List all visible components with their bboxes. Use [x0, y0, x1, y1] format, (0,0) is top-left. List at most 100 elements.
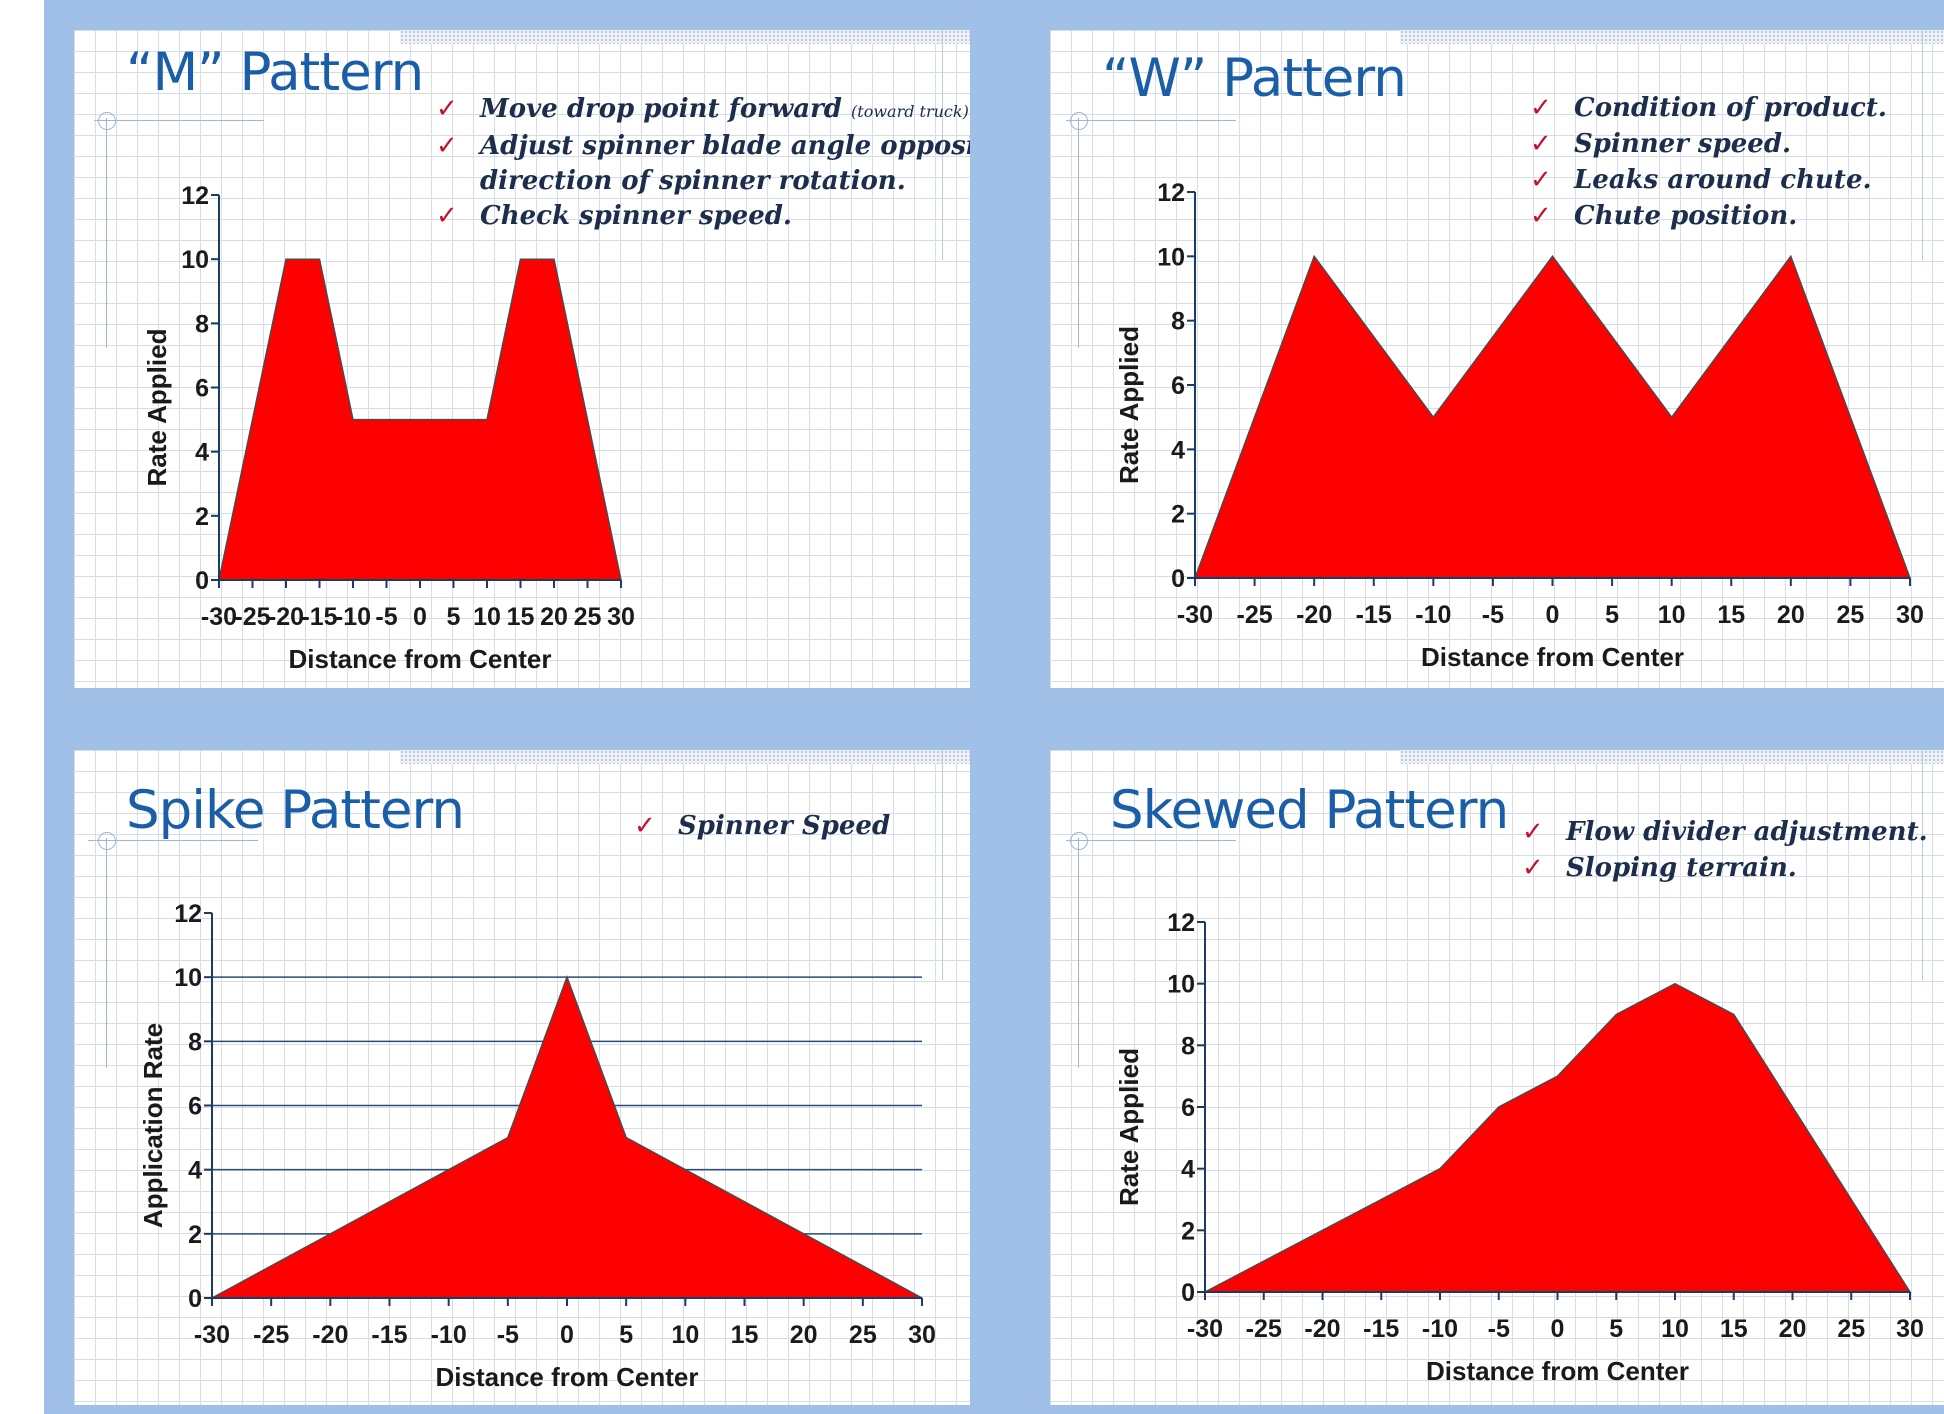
- panel-title: “W” Pattern: [1102, 48, 1407, 109]
- x-tick-label: 15: [507, 603, 535, 631]
- x-tick-label: 5: [1609, 1315, 1623, 1343]
- y-tick-label: 2: [188, 1221, 202, 1249]
- x-tick-label: -10: [1415, 601, 1451, 629]
- decorative-circle: [1070, 832, 1088, 850]
- decorative-line: [106, 838, 107, 1068]
- decorative-line: [106, 118, 107, 348]
- note-item: ✓ Sloping terrain.: [1522, 850, 1928, 886]
- x-tick-label: 20: [790, 1321, 818, 1349]
- y-axis-label: Application Rate: [138, 1023, 168, 1228]
- x-tick-label: -25: [1237, 601, 1273, 629]
- decorative-line: [942, 30, 943, 260]
- notes-list: ✓ Flow divider adjustment. ✓ Sloping terra…: [1522, 814, 1928, 886]
- x-tick-label: 15: [1717, 601, 1745, 629]
- panel-title: Spike Pattern: [126, 780, 465, 841]
- check-mark-icon: ✓: [1522, 853, 1544, 883]
- x-tick-label: -25: [234, 603, 270, 631]
- x-tick-label: -5: [375, 603, 397, 631]
- note-item: ✓ Adjust spinner blade angle opposite: [436, 129, 970, 164]
- note-item: ✓ Check spinner speed.: [436, 199, 970, 234]
- x-tick-label: 10: [671, 1321, 699, 1349]
- x-tick-label: 15: [731, 1321, 759, 1349]
- dot-pattern-strip: [1400, 750, 1944, 764]
- check-mark-icon: ✓: [436, 131, 458, 161]
- x-tick-label: 0: [1551, 1315, 1565, 1343]
- y-tick-label: 12: [181, 182, 209, 210]
- m-pattern-panel: “M” Pattern ✓ Move drop point forward (to…: [74, 30, 970, 688]
- x-tick-label: -10: [431, 1321, 467, 1349]
- x-tick-label: -30: [1177, 601, 1213, 629]
- note-item: ✓ Spinner Speed: [634, 808, 890, 844]
- note-item: ✓ Flow divider adjustment.: [1522, 814, 1928, 850]
- check-mark-icon: ✓: [1530, 129, 1552, 159]
- y-tick-label: 6: [1181, 1094, 1195, 1122]
- note-item: ✓ Spinner speed.: [1530, 126, 1887, 162]
- decorative-line: [1078, 118, 1079, 348]
- x-tick-label: -25: [253, 1321, 289, 1349]
- notes-list: ✓ Spinner Speed: [634, 808, 890, 844]
- x-tick-label: 10: [473, 603, 501, 631]
- x-tick-label: -10: [1422, 1315, 1458, 1343]
- y-tick-label: 10: [1167, 971, 1195, 999]
- y-tick-label: 0: [195, 567, 209, 595]
- decorative-line: [1922, 30, 1923, 260]
- note-item: ✓ Leaks around chute.: [1530, 162, 1887, 198]
- y-axis-label: Rate Applied: [142, 329, 172, 487]
- note-item: ✓ Condition of product.: [1530, 90, 1887, 126]
- x-tick-label: 0: [560, 1321, 574, 1349]
- y-tick-label: 12: [174, 900, 202, 928]
- spike-pattern-panel: Spike Pattern ✓ Spinner Speed 0 2 4 6 8 10 12 -3…: [74, 750, 970, 1405]
- y-tick-label: 0: [188, 1285, 202, 1313]
- panel-title: “M” Pattern: [126, 42, 424, 103]
- skewed-pattern-chart: 0 2 4 6 8 10 12 -30 -25 -20 -15 -10 -5 0 5 10 15 20 25 30 Di…: [1114, 909, 1924, 1386]
- x-axis-label: Distance from Center: [436, 1362, 699, 1392]
- spike-pattern-chart: 0 2 4 6 8 10 12 -30 -25 -20 -15 -10 -5 0 5 10 15 20 25 30 Di…: [138, 900, 936, 1392]
- x-tick-label: 5: [619, 1321, 633, 1349]
- x-axis-label: Distance from Center: [1426, 1356, 1689, 1386]
- check-mark-icon: ✓: [436, 94, 458, 124]
- y-tick-label: 0: [1181, 1279, 1195, 1307]
- y-tick-label: 8: [1171, 308, 1185, 336]
- x-tick-label: -20: [312, 1321, 348, 1349]
- x-tick-label: 10: [1661, 1315, 1689, 1343]
- check-mark-icon: ✓: [1522, 817, 1544, 847]
- y-tick-label: 12: [1157, 179, 1185, 207]
- x-tick-label: 30: [908, 1321, 936, 1349]
- notes-list: ✓ Condition of product. ✓ Spinner speed. ✓…: [1530, 90, 1887, 234]
- check-mark-icon: ✓: [1530, 93, 1552, 123]
- y-tick-label: 2: [1171, 501, 1185, 529]
- area-series: [211, 975, 923, 1299]
- x-tick-label: -20: [1304, 1315, 1340, 1343]
- y-tick-label: 10: [174, 964, 202, 992]
- area-series: [218, 258, 622, 581]
- w-pattern-chart: 0 2 4 6 8 10 12 -30 -25 -20 -15 -10 -5 0 5 10 15 20 25 30 Di…: [1114, 179, 1924, 672]
- y-tick-label: 2: [195, 503, 209, 531]
- x-tick-label: -10: [335, 603, 371, 631]
- x-tick-label: -5: [1482, 601, 1504, 629]
- decorative-circle: [1070, 112, 1088, 130]
- x-tick-label: 10: [1658, 601, 1686, 629]
- x-tick-label: 20: [1777, 601, 1805, 629]
- x-tick-label: 5: [1605, 601, 1619, 629]
- y-axis-label: Rate Applied: [1114, 326, 1144, 484]
- y-tick-label: 2: [1181, 1217, 1195, 1245]
- y-tick-label: 6: [1171, 372, 1185, 400]
- x-tick-label: 25: [849, 1321, 877, 1349]
- y-axis-label: Rate Applied: [1114, 1048, 1144, 1206]
- skewed-pattern-panel: Skewed Pattern ✓ Flow divider adjustment.…: [1050, 750, 1944, 1405]
- decorative-circle: [98, 832, 116, 850]
- y-tick-label: 4: [1171, 436, 1185, 464]
- x-tick-label: 30: [607, 603, 635, 631]
- w-pattern-panel: “W” Pattern ✓ Condition of product. ✓ Spin…: [1050, 30, 1944, 688]
- y-tick-label: 6: [195, 375, 209, 403]
- decorative-line: [94, 120, 264, 121]
- x-tick-label: 30: [1896, 601, 1924, 629]
- check-mark-icon: ✓: [634, 811, 656, 841]
- x-tick-label: -15: [1363, 1315, 1399, 1343]
- area-series: [1193, 254, 1912, 579]
- x-tick-label: 25: [1837, 1315, 1865, 1343]
- decorative-line: [1078, 838, 1079, 1068]
- x-tick-label: 20: [540, 603, 568, 631]
- x-tick-label: -15: [1356, 601, 1392, 629]
